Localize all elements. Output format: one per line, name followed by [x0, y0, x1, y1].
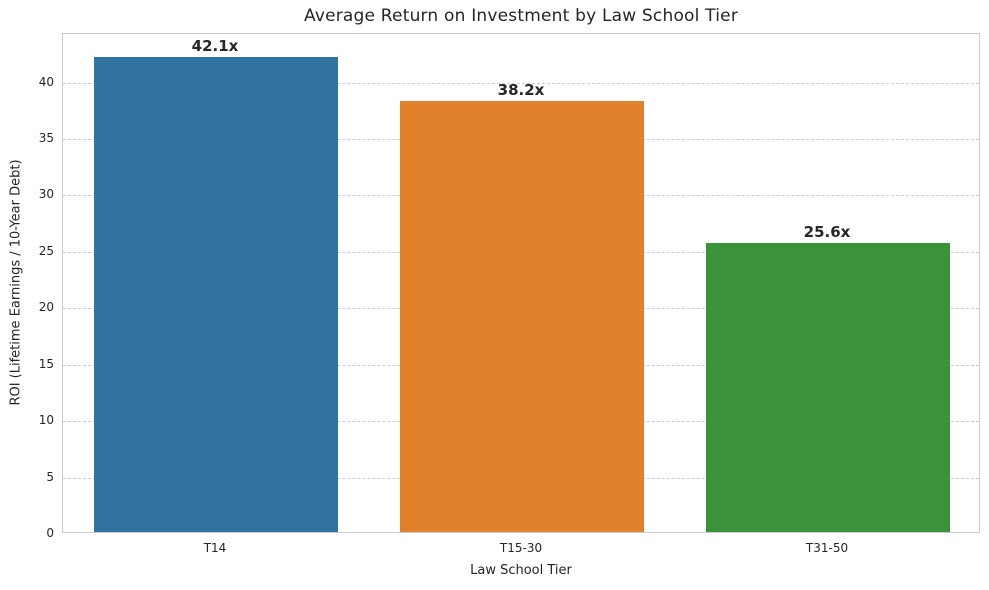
x-tick-label-T15-30: T15-30	[499, 541, 543, 555]
bar-T31-50	[705, 243, 951, 532]
bar-T14	[93, 56, 339, 532]
y-tick-label-10: 10	[38, 413, 54, 428]
x-tick-label-T31-50: T31-50	[805, 541, 849, 555]
gridline-y-40	[63, 82, 979, 84]
bar-value-label-T14: 42.1x	[191, 36, 239, 55]
y-tick-label-5: 5	[46, 469, 54, 484]
bar-value-label-T15-30: 38.2x	[497, 80, 545, 99]
bar-value-label-T31-50: 25.6x	[803, 223, 851, 242]
y-tick-label-20: 20	[38, 300, 54, 315]
chart-title: Average Return on Investment by Law Scho…	[303, 6, 739, 26]
x-tick-label-T14: T14	[203, 541, 227, 555]
bar-T15-30	[399, 100, 645, 532]
y-tick-label-35: 35	[38, 131, 54, 145]
y-tick-label-0: 0	[46, 526, 54, 540]
y-tick-label-30: 30	[38, 187, 54, 202]
x-axis-label: Law School Tier	[470, 563, 572, 578]
y-axis-label: ROI (Lifetime Earnings / 10-Year Debt)	[8, 159, 24, 406]
y-tick-label-15: 15	[38, 356, 54, 371]
y-tick-label-40: 40	[38, 74, 54, 89]
y-tick-label-25: 25	[38, 243, 54, 258]
plot-area	[62, 33, 980, 533]
